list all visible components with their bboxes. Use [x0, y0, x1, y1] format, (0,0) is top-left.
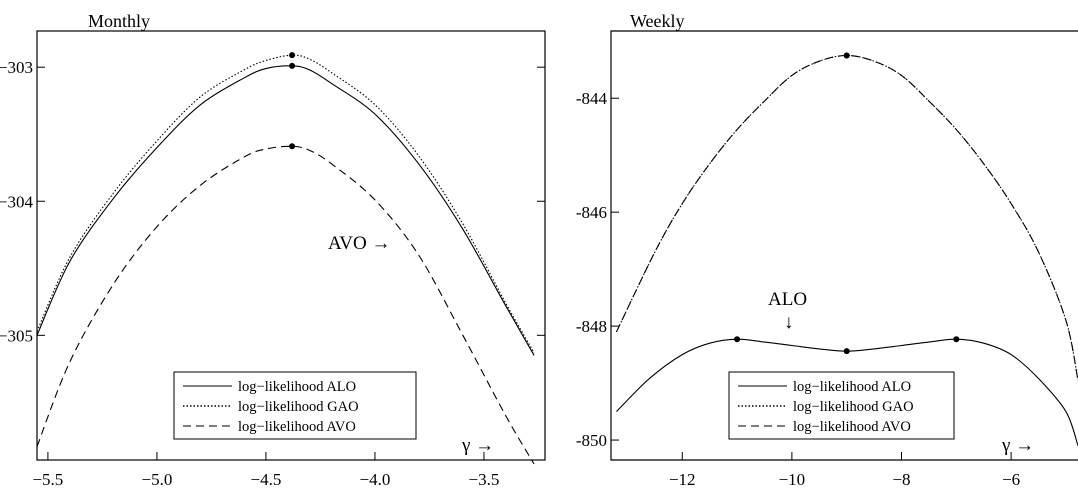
series-line-monthly-1 — [36, 54, 535, 354]
y-ticks-weekly: -850 -848 -846 -844 — [576, 89, 619, 450]
annotation-alo-arrow: ↓ — [784, 312, 794, 333]
x-arrow-label-weekly: γ → — [1001, 435, 1034, 456]
max-point-monthly-0 — [289, 62, 296, 69]
x-ticks-weekly: −12 −10 −8 −6 — [669, 452, 1020, 489]
max-point-weekly-0 — [953, 336, 960, 343]
y-ticks-monthly: −305 −304 −303 — [0, 58, 545, 345]
y-tick-label-weekly: -846 — [576, 203, 607, 222]
series-weekly — [615, 52, 1078, 446]
legend-label-avo-weekly: log−likelihood AVO — [793, 419, 911, 435]
y-tick-label-monthly: −303 — [0, 58, 33, 77]
x-tick-label-weekly: −12 — [669, 470, 696, 489]
legend-label-gao-weekly: log−likelihood GAO — [793, 399, 914, 415]
panel-monthly: Monthly −5.5 −5.0 −4.5 −4.0 −3.5 −305−304−30… — [0, 11, 546, 489]
x-tick-label-monthly: −3.5 — [469, 470, 500, 489]
x-tick-label-monthly: −5.0 — [141, 470, 172, 489]
y-tick-label-weekly: -850 — [576, 431, 607, 450]
series-line-monthly-0 — [36, 65, 535, 356]
x-arrow-label-monthly: γ → — [461, 435, 494, 456]
legend-box-monthly — [173, 371, 417, 440]
x-tick-label-monthly: −4.0 — [360, 470, 391, 489]
series-monthly — [36, 52, 535, 465]
legend-label-avo-monthly: log−likelihood AVO — [238, 419, 356, 435]
annotation-alo: ALO — [768, 289, 807, 310]
plot-frame-weekly — [610, 30, 1078, 461]
x-tick-label-weekly: −6 — [1002, 470, 1020, 489]
y-tick-label-monthly: −304 — [0, 192, 33, 211]
series-line-weekly-1 — [615, 54, 1078, 381]
y-tick-label-weekly: -844 — [576, 89, 608, 108]
legend-label-alo-weekly: log−likelihood ALO — [793, 379, 911, 395]
series-line-weekly-0 — [616, 338, 1078, 446]
x-tick-label-monthly: −4.5 — [251, 470, 282, 489]
panel-weekly: Weekly −12 −10 −8 −6 -850 -848 -846 -844 ALO ↓… — [576, 11, 1078, 489]
x-tick-label-weekly: −10 — [779, 470, 806, 489]
x-ticks-monthly: −5.5 −5.0 −4.5 −4.0 −3.5 — [32, 452, 499, 489]
chart-title-weekly: Weekly — [630, 11, 685, 31]
plot-frame-monthly — [36, 30, 546, 461]
max-point-monthly-2 — [289, 143, 296, 150]
y-tick-label-weekly: -848 — [576, 317, 607, 336]
legend-monthly: log−likelihood ALO log−likelihood GAO lo… — [173, 371, 417, 440]
max-point-weekly-2 — [843, 52, 850, 59]
series-line-weekly-2 — [615, 54, 1078, 381]
x-tick-label-weekly: −8 — [892, 470, 910, 489]
max-point-monthly-1 — [289, 52, 296, 59]
y-tick-label-monthly: −305 — [0, 326, 33, 345]
max-point-weekly-0 — [843, 348, 850, 355]
series-line-monthly-2 — [36, 145, 535, 465]
annotation-avo: AVO → — [328, 233, 390, 254]
legend-label-gao-monthly: log−likelihood GAO — [238, 399, 359, 415]
legend-weekly: log−likelihood ALO log−likelihood GAO lo… — [728, 371, 955, 440]
chart-title-monthly: Monthly — [88, 11, 150, 31]
x-tick-label-monthly: −5.5 — [32, 470, 63, 489]
max-point-weekly-0 — [734, 336, 741, 343]
legend-label-alo-monthly: log−likelihood ALO — [238, 379, 356, 395]
